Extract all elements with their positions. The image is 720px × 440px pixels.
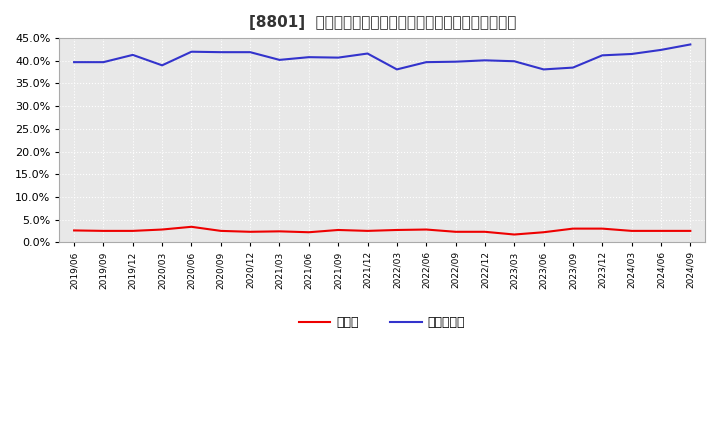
現頗金 (187, 224, 196, 229)
現頗金 (275, 229, 284, 234)
現頗金 (392, 227, 401, 233)
有利子負債 (187, 49, 196, 55)
現頗金 (422, 227, 431, 232)
有利子負債 (305, 55, 313, 60)
現頗金 (128, 228, 137, 234)
有利子負債 (598, 53, 607, 58)
現頗金 (158, 227, 166, 232)
現頗金 (217, 228, 225, 234)
現頗金 (246, 229, 254, 235)
有利子負債 (627, 51, 636, 57)
有利子負債 (569, 65, 577, 70)
現頗金 (480, 229, 489, 235)
有利子負債 (158, 62, 166, 68)
有利子負債 (334, 55, 343, 60)
Line: 現頗金: 現頗金 (74, 227, 690, 235)
有利子負債 (392, 67, 401, 72)
現頗金 (334, 227, 343, 233)
Title: [8801]  現頗金、有利子負債の総資産に対する比率の推移: [8801] 現頗金、有利子負債の総資産に対する比率の推移 (248, 15, 516, 30)
有利子負債 (363, 51, 372, 56)
有利子負債 (128, 52, 137, 58)
現頗金 (363, 228, 372, 234)
現頗金 (539, 230, 548, 235)
有利子負債 (422, 59, 431, 65)
有利子負債 (510, 59, 518, 64)
現頗金 (598, 226, 607, 231)
有利子負債 (657, 47, 665, 52)
有利子負債 (539, 67, 548, 72)
現頗金 (569, 226, 577, 231)
有利子負債 (275, 57, 284, 62)
有利子負債 (70, 59, 78, 65)
現頗金 (657, 228, 665, 234)
有利子負債 (451, 59, 460, 64)
有利子負債 (99, 59, 108, 65)
現頗金 (305, 230, 313, 235)
現頗金 (451, 229, 460, 235)
有利子負債 (217, 50, 225, 55)
現頗金 (627, 228, 636, 234)
現頗金 (510, 232, 518, 237)
Legend: 現頗金, 有利子負債: 現頗金, 有利子負債 (294, 311, 470, 334)
有利子負債 (686, 42, 695, 47)
有利子負債 (480, 58, 489, 63)
有利子負債 (246, 50, 254, 55)
Line: 有利子負債: 有利子負債 (74, 44, 690, 70)
現頗金 (99, 228, 108, 234)
現頗金 (686, 228, 695, 234)
現頗金 (70, 228, 78, 233)
